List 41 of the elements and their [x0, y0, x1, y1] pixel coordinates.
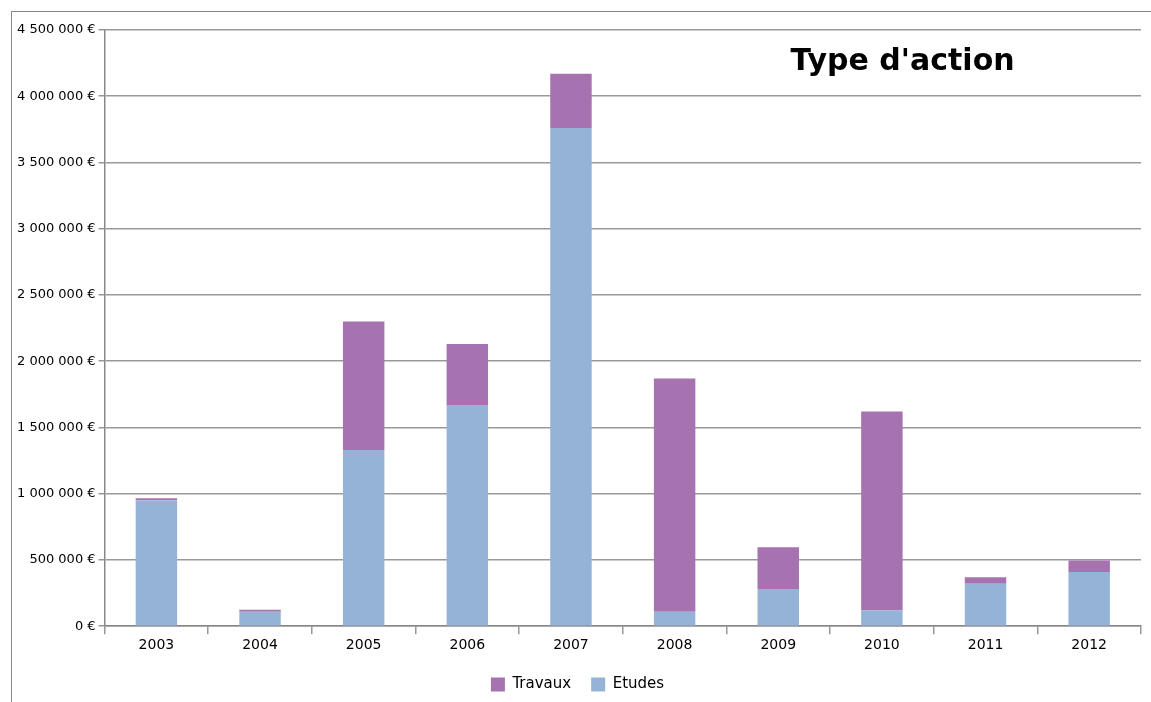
- bar: [550, 128, 592, 626]
- bar: [757, 589, 799, 626]
- y-tick-label: 4 500 000 €: [16, 21, 96, 37]
- bar: [1068, 560, 1110, 572]
- bar: [342, 449, 385, 626]
- bar: [239, 611, 281, 626]
- y-tick-label: 4 000 000 €: [16, 87, 96, 103]
- x-tick-label: 2011: [967, 636, 1004, 653]
- legend-label: Etudes: [612, 674, 665, 693]
- x-tick-label: 2012: [1071, 636, 1107, 653]
- bar: [757, 547, 799, 590]
- y-tick-label: 1 000 000 €: [16, 485, 96, 501]
- y-tick-label: 3 500 000 €: [16, 153, 96, 169]
- x-tick-label: 2004: [242, 636, 278, 653]
- bar: [964, 583, 1007, 626]
- bar: [446, 344, 489, 405]
- y-tick-label: 2 000 000 €: [16, 352, 96, 368]
- bar: [342, 321, 385, 450]
- bar: [446, 404, 489, 626]
- x-tick-label: 2009: [760, 636, 797, 653]
- bar: [964, 577, 1007, 584]
- x-tick-label: 2005: [345, 636, 382, 653]
- x-tick-label: 2008: [656, 636, 693, 653]
- x-tick-label: 2010: [864, 636, 900, 653]
- bar: [1068, 571, 1110, 626]
- bar: [550, 73, 592, 129]
- x-tick-label: 2007: [553, 636, 589, 653]
- bar: [653, 611, 696, 626]
- y-tick-label: 500 000 €: [29, 551, 96, 567]
- y-tick-label: 2 500 000 €: [16, 286, 96, 302]
- bar: [135, 500, 178, 626]
- bar: [861, 610, 903, 626]
- y-tick-label: 1 500 000 €: [16, 418, 96, 434]
- bar: [653, 378, 696, 612]
- x-tick-label: 2006: [449, 636, 486, 653]
- bar: [861, 411, 903, 611]
- y-tick-label: 0 €: [74, 617, 96, 633]
- legend-label: Travaux: [511, 674, 572, 693]
- chart-title: Type d'action: [790, 41, 1015, 77]
- x-tick-label: 2003: [138, 636, 175, 653]
- y-tick-label: 3 000 000 €: [16, 220, 96, 236]
